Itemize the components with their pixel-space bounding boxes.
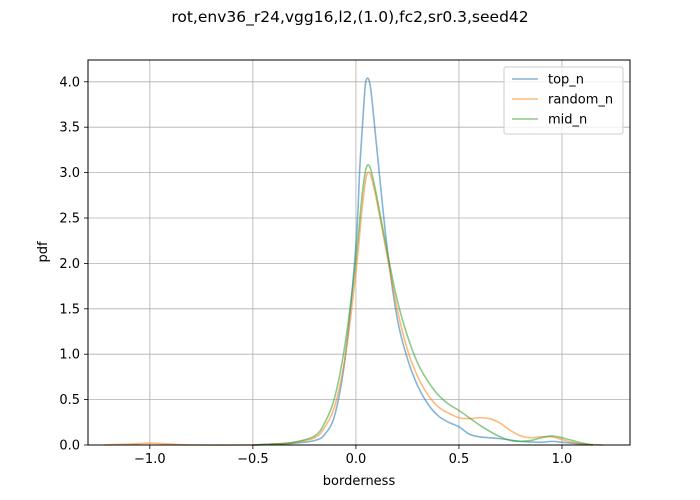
x-tick-label: 1.0 [552,452,573,467]
y-tick-label: 2.0 [59,257,80,272]
series-line-mid-n [252,163,594,446]
y-tick-label: 0.5 [59,393,80,408]
x-tick-label: −0.5 [237,452,269,467]
plot-frame [87,59,631,446]
legend: top_n random_n mid_n [503,66,624,135]
y-tick-label: 0.0 [59,439,80,454]
y-tick-label: 4.0 [59,75,80,90]
y-tick-label: 3.0 [59,166,80,181]
x-axis-label: borderness [323,474,396,489]
y-tick-label: 2.5 [59,211,80,226]
legend-box [503,66,624,135]
x-tick-label: −1.0 [134,452,166,467]
axis-ticks: −1.0 −0.5 0.0 0.5 1.0 0.0 0.5 1.0 1.5 2.0 2.5 3.0 3.… [59,75,572,467]
y-axis-label: pdf [36,241,51,263]
y-tick-label: 3.5 [59,121,80,136]
y-tick-label: 1.0 [59,348,80,363]
x-tick-label: 0.5 [449,452,470,467]
legend-label: top_n [548,73,584,88]
legend-label: mid_n [548,113,587,128]
legend-label: random_n [548,93,613,108]
x-tick-label: 0.0 [346,452,367,467]
series-layer [104,77,604,446]
series-line-top-n [252,77,593,446]
chart-title: rot,env36_r24,vgg16,l2,(1.0),fc2,sr0.3,s… [171,8,528,27]
y-tick-label: 1.5 [59,302,80,317]
